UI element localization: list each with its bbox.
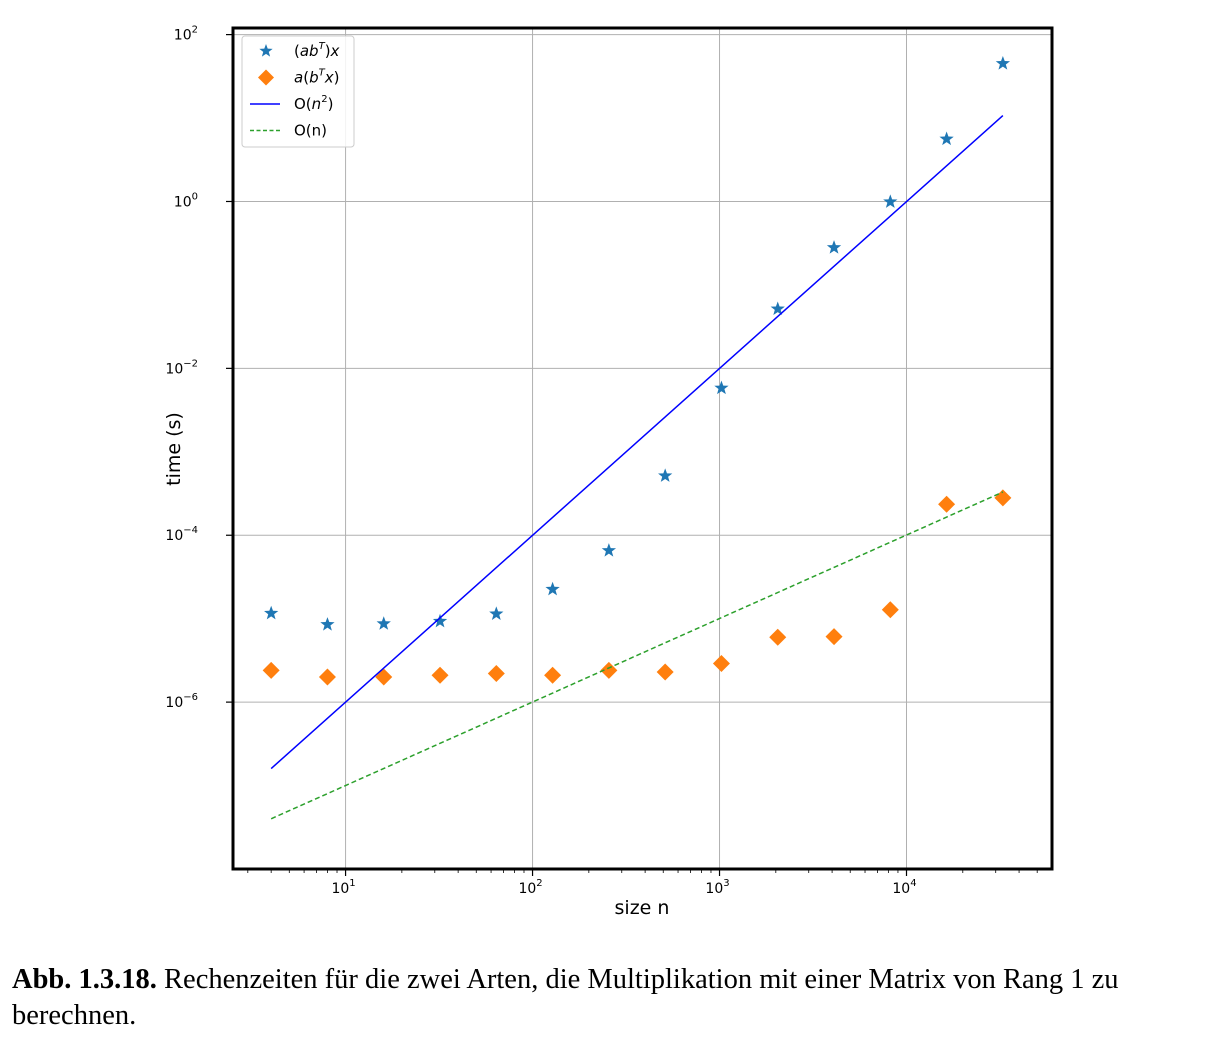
star-data-point	[264, 605, 279, 620]
star-data-point	[883, 194, 898, 208]
star-data-point	[714, 380, 729, 395]
diamond-data-point	[656, 663, 674, 681]
quadratic-reference-line	[270, 115, 1004, 770]
diamond-data-point	[881, 601, 899, 619]
caption-text: Rechenzeiten für die zwei Arten, die Mul…	[12, 964, 1119, 1031]
star-data-point	[601, 543, 617, 557]
y-tick-label: 102	[174, 25, 198, 44]
y-tick-label: 10−2	[165, 358, 198, 377]
star-data-point	[545, 581, 560, 596]
diamond-data-point	[600, 661, 618, 679]
x-tick-label: 102	[518, 878, 542, 897]
diamond-data-point	[938, 495, 956, 513]
diamond-data-point	[375, 668, 393, 686]
legend-box	[241, 35, 355, 148]
legend: (abT)x a(bTx) O(n2) O(n)	[241, 35, 355, 148]
x-tick-label: 103	[705, 878, 729, 897]
x-tick-label: 104	[892, 878, 916, 897]
y-axis: 102 100 10−2 10−4 10−6	[165, 25, 233, 711]
legend-label: (abT)x	[294, 41, 340, 60]
diamond-data-point	[487, 665, 505, 683]
star-data-point	[770, 301, 785, 316]
legend-label: a(bTx)	[294, 68, 339, 87]
diamond-data-point	[318, 668, 336, 686]
star-data-point	[658, 468, 673, 482]
y-tick-label: 10−4	[165, 525, 198, 544]
plot-content	[262, 56, 1012, 820]
star-data-point	[826, 240, 842, 254]
x-tick-label: 101	[331, 878, 355, 897]
diamond-data-point	[544, 666, 562, 684]
caption-label: Abb. 1.3.18.	[12, 964, 157, 995]
x-axis-label: size n	[615, 897, 670, 919]
y-tick-label: 10−6	[165, 692, 198, 711]
figure-caption: Abb. 1.3.18. Rechenzeiten für die zwei A…	[12, 962, 1217, 1034]
linear-reference-line	[270, 491, 1004, 820]
x-axis: 101 102 103 104	[247, 869, 1038, 897]
legend-label: O(n2)	[294, 94, 333, 113]
diamond-data-point	[769, 628, 787, 646]
legend-star-marker	[259, 44, 273, 57]
legend-diamond-marker	[258, 69, 274, 86]
diamond-data-point	[712, 655, 730, 673]
plot-frame	[231, 26, 1054, 871]
star-data-point	[939, 131, 954, 146]
diamond-data-point	[262, 661, 280, 679]
star-data-point	[320, 617, 335, 631]
y-tick-label: 100	[174, 191, 198, 210]
star-data-point	[489, 606, 504, 620]
star-data-point	[995, 56, 1011, 70]
chart: 101 102 103 104 102 100 10−2 10−4 10−6 size n t…	[163, 25, 1054, 919]
star-data-point	[376, 616, 391, 630]
diamond-data-point	[431, 666, 449, 684]
star-data-point	[432, 613, 448, 628]
legend-label: O(n)	[294, 122, 327, 140]
grid	[233, 28, 1052, 869]
diamond-data-point	[825, 628, 843, 646]
y-axis-label: time (s)	[163, 412, 185, 486]
